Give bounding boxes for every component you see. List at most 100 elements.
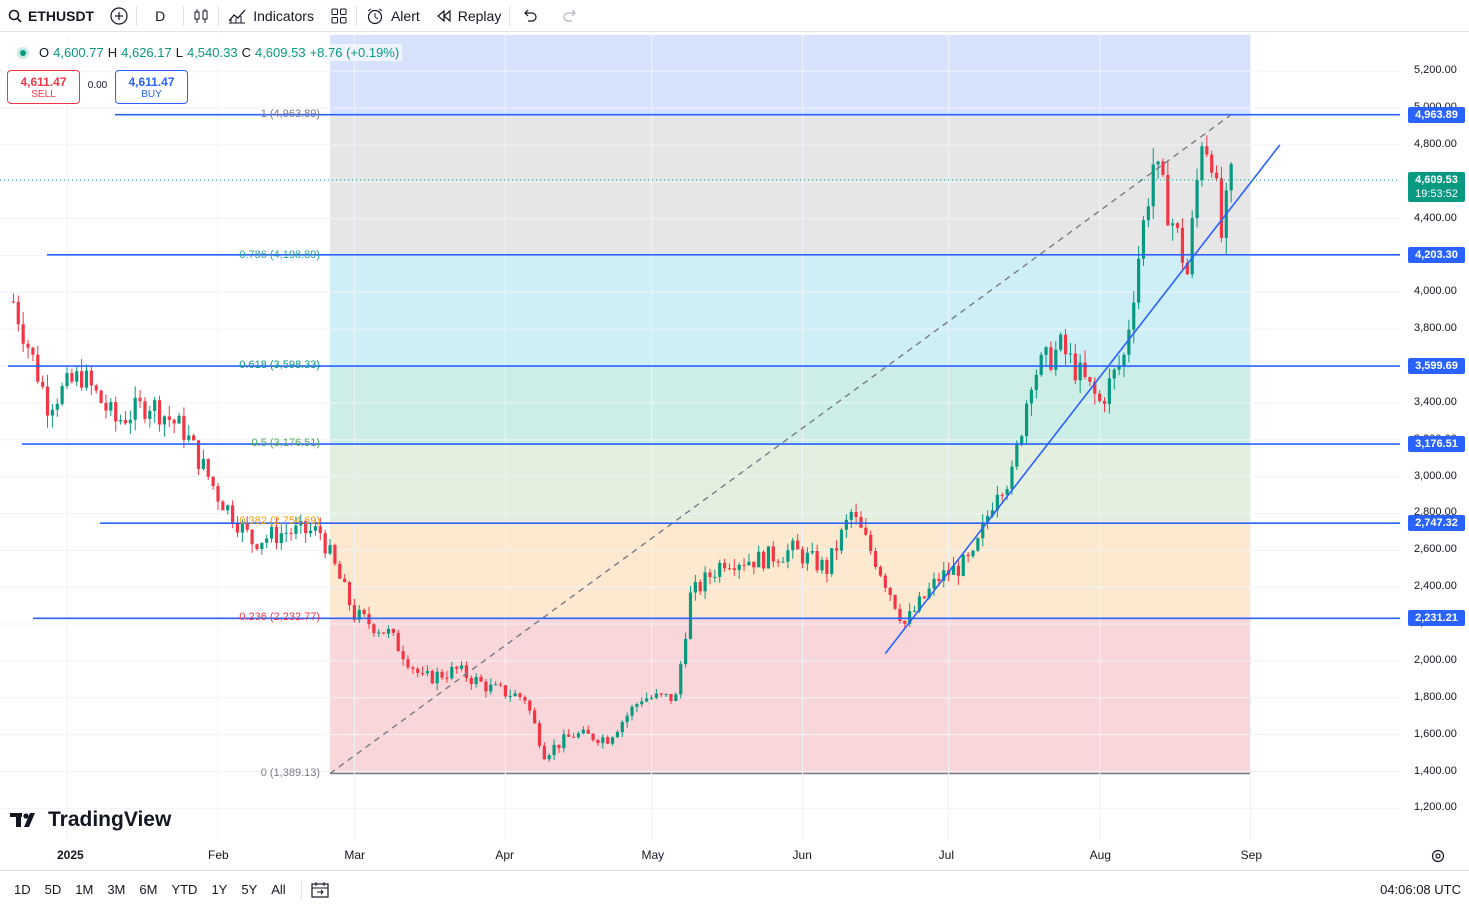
- divider: [183, 5, 185, 26]
- candle-body: [951, 565, 956, 575]
- candle-body: [94, 385, 98, 391]
- candle-body: [557, 744, 561, 749]
- candle-body: [192, 435, 196, 441]
- settings-gear-icon[interactable]: [1430, 848, 1446, 867]
- candle-body: [966, 554, 970, 557]
- templates-button[interactable]: [322, 0, 356, 32]
- candle-body: [416, 668, 420, 673]
- candle-body: [1029, 389, 1034, 404]
- candle-body: [839, 529, 844, 551]
- range-6m[interactable]: 6M: [139, 882, 158, 897]
- range-5y[interactable]: 5Y: [241, 882, 258, 897]
- buy-button[interactable]: 4,611.47 BUY: [115, 70, 188, 104]
- candle-body: [289, 532, 293, 534]
- candle-body: [610, 737, 615, 744]
- candle-body: [21, 324, 25, 344]
- candle-body: [757, 551, 761, 568]
- range-3m[interactable]: 3M: [107, 882, 126, 897]
- candle-body: [1000, 494, 1004, 496]
- candle-body: [654, 693, 658, 698]
- logo-text: TradingView: [48, 808, 172, 831]
- spread-value: 0.00: [87, 80, 108, 91]
- candle-body: [888, 587, 892, 595]
- candle-body: [976, 538, 980, 551]
- indicators-button[interactable]: Indicators: [219, 0, 322, 32]
- utc-clock[interactable]: 04:06:08 UTC: [1380, 882, 1461, 897]
- compare-button[interactable]: [102, 0, 136, 32]
- time-tick: Sep: [1240, 848, 1262, 862]
- time-axis[interactable]: 2025 Feb Mar Apr May Jun Jul Aug Sep: [0, 840, 1469, 870]
- bottom-toolbar: 1D 5D 1M 3M 6M YTD 1Y 5Y All 04:06:08 UTC: [0, 870, 1469, 908]
- candle-body: [528, 700, 532, 711]
- price-tick: 2,000.00: [1414, 653, 1457, 666]
- candle-body: [162, 416, 167, 425]
- candle-body: [1137, 258, 1141, 303]
- price-chart[interactable]: [0, 35, 1400, 840]
- range-5d[interactable]: 5D: [44, 882, 62, 897]
- candle-body: [445, 677, 449, 679]
- range-1m[interactable]: 1M: [75, 882, 94, 897]
- price-tick: 1,200.00: [1414, 801, 1457, 814]
- alert-button[interactable]: Alert: [357, 0, 428, 32]
- interval-button[interactable]: D: [137, 0, 183, 32]
- buy-price: 4,611.47: [128, 74, 175, 89]
- time-tick: Jul: [938, 848, 954, 862]
- candle-body: [187, 435, 191, 440]
- candle-body: [84, 370, 89, 388]
- price-axis[interactable]: 5,200.005,000.004,800.004,600.004,400.00…: [1400, 35, 1469, 840]
- candle-body: [830, 548, 834, 574]
- candle-body: [1073, 353, 1077, 381]
- indicators-icon: [227, 7, 247, 25]
- fib-zone: [330, 255, 1251, 367]
- candle-body: [338, 563, 342, 579]
- time-tick: May: [641, 848, 665, 862]
- candle-body: [771, 546, 775, 562]
- candle-body: [693, 581, 697, 593]
- candle-body: [1010, 466, 1014, 490]
- grid-icon: [330, 7, 348, 25]
- price-tick: 4,000.00: [1414, 285, 1457, 298]
- candle-body: [1024, 403, 1029, 437]
- candle-body: [406, 659, 410, 668]
- candle-body: [269, 526, 274, 539]
- candle-body: [450, 666, 454, 679]
- candle-body: [523, 697, 527, 701]
- time-tick: Aug: [1089, 848, 1111, 862]
- candle-body: [420, 672, 425, 674]
- candle-body: [630, 706, 634, 716]
- candle-body: [601, 737, 605, 744]
- bar-countdown: 19:53:52: [1415, 187, 1458, 200]
- chart-type-button[interactable]: [184, 0, 218, 32]
- date-range-calendar-icon[interactable]: [310, 881, 330, 899]
- candle-body: [411, 667, 415, 669]
- sell-label: SELL: [31, 88, 56, 100]
- candle-body: [377, 632, 381, 634]
- candle-body: [581, 729, 585, 734]
- candle-body: [284, 532, 288, 534]
- range-1d[interactable]: 1D: [14, 882, 31, 897]
- divider: [300, 879, 302, 900]
- undo-button[interactable]: [510, 0, 550, 32]
- candle-body: [1112, 369, 1116, 379]
- price-tick: 2,400.00: [1414, 580, 1457, 593]
- symbol-search[interactable]: ETHUSDT: [0, 0, 102, 32]
- candle-body: [255, 544, 259, 549]
- replay-button[interactable]: Replay: [428, 0, 510, 32]
- candle-body: [479, 676, 483, 682]
- trend-line: [884, 144, 1281, 655]
- range-1y[interactable]: 1Y: [211, 882, 228, 897]
- range-ytd[interactable]: YTD: [171, 882, 198, 897]
- close-value: 4,609.53: [254, 45, 306, 60]
- sell-button[interactable]: 4,611.47 SELL: [7, 70, 80, 104]
- chart-pane[interactable]: [0, 35, 1400, 840]
- candle-body: [1063, 334, 1068, 355]
- candle-body: [464, 665, 469, 679]
- candle-body: [1141, 220, 1146, 259]
- range-all[interactable]: All: [271, 882, 286, 897]
- redo-button[interactable]: [550, 0, 590, 32]
- candle-body: [576, 733, 581, 738]
- candle-body: [347, 582, 352, 606]
- candle-body: [708, 572, 712, 578]
- candle-body: [1180, 227, 1185, 263]
- low-value: 4,540.33: [186, 45, 238, 60]
